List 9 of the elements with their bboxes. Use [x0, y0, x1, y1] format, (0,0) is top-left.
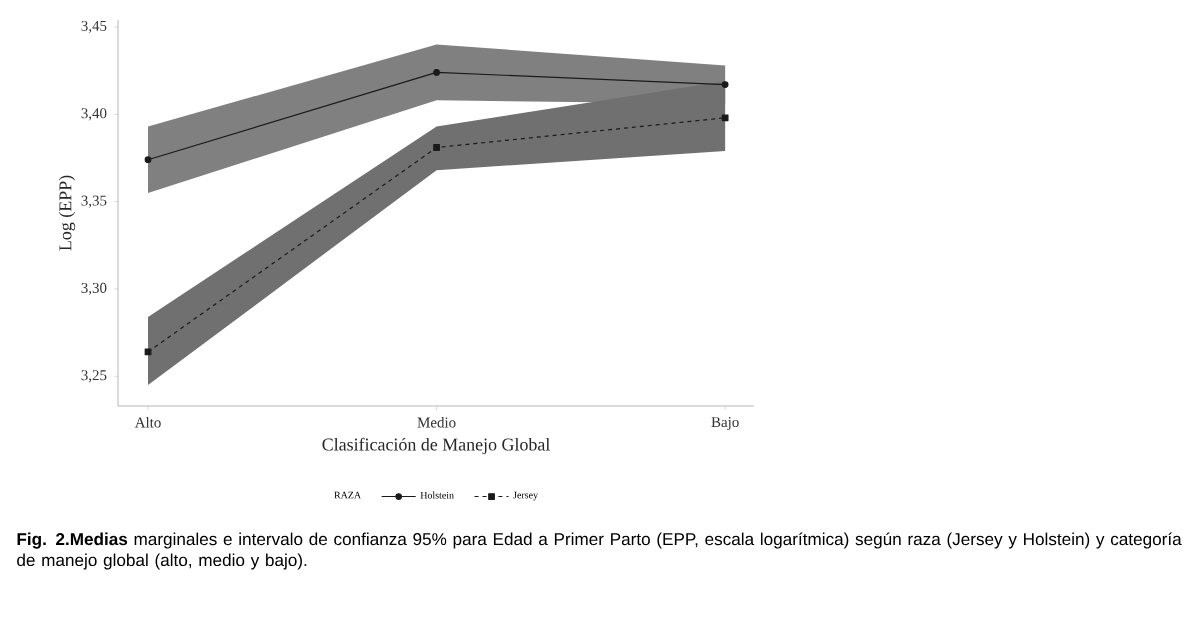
point [433, 69, 440, 76]
x-axis-title: Clasificación de Manejo Global [322, 437, 550, 455]
y-axis-title: Log (EPP) [58, 175, 76, 251]
point [721, 81, 729, 89]
point [721, 114, 729, 122]
point [144, 348, 152, 356]
point [433, 144, 440, 151]
point [144, 156, 152, 164]
text: Fig. 2.Medias marginales e intervalo de confianza 95% para Edad a Primer Parto (EPP, escala logarítmica) según raza (Jersey y Holstein) y categoría de manejo global (alto, medio y bajo). [17, 532, 1182, 570]
